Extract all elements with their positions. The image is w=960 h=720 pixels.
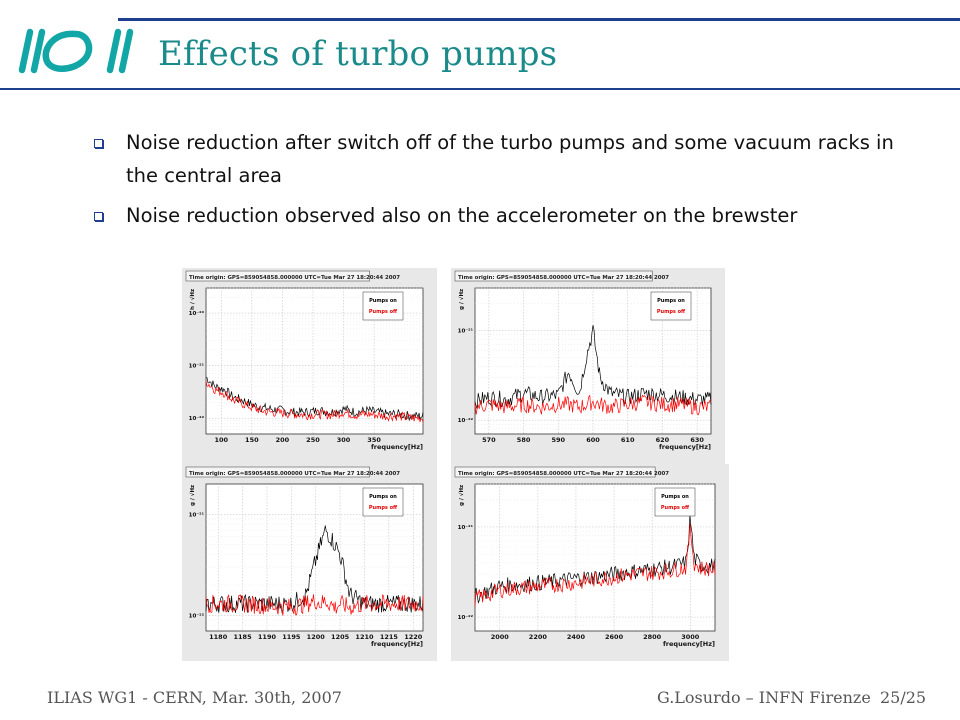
x-axis-label: frequency[Hz] bbox=[371, 640, 423, 648]
x-axis-label: frequency[Hz] bbox=[659, 443, 711, 451]
bullet-text: Noise reduction after switch off of the … bbox=[126, 131, 894, 187]
x-tick-label: 200 bbox=[276, 436, 290, 444]
legend-box bbox=[362, 291, 404, 321]
spectrum-chart-2: Time origin: GPS=859054858.000000 UTC=Tu… bbox=[454, 270, 712, 451]
y-tick-label: 10⁻²² bbox=[458, 614, 474, 621]
legend-box bbox=[654, 487, 696, 517]
y-tick-label: 10⁻²² bbox=[189, 415, 205, 422]
plot-header-text: Time origin: GPS=859054858.000000 UTC=Tu… bbox=[189, 275, 400, 281]
x-tick-label: 250 bbox=[306, 436, 320, 444]
x-tick-label: 2200 bbox=[529, 633, 548, 641]
bullet-item: Noise reduction after switch off of the … bbox=[92, 126, 912, 192]
bullet-square-icon bbox=[94, 139, 103, 148]
x-tick-label: 570 bbox=[482, 436, 496, 444]
page-number: 25/25 bbox=[880, 688, 927, 707]
x-tick-label: 1195 bbox=[282, 633, 301, 641]
x-tick-label: 1205 bbox=[331, 633, 350, 641]
spectrum-series-pumps-off bbox=[205, 380, 424, 423]
x-tick-label: 1185 bbox=[234, 633, 253, 641]
x-tick-label: 350 bbox=[367, 436, 381, 444]
y-tick-label: 10⁻²² bbox=[458, 417, 474, 424]
plot-header-box bbox=[185, 270, 370, 282]
x-tick-label: 100 bbox=[214, 436, 228, 444]
plot-header-text: Time origin: GPS=859054858.000000 UTC=Tu… bbox=[458, 275, 669, 281]
legend-box bbox=[362, 487, 404, 517]
x-tick-label: 1220 bbox=[404, 633, 423, 641]
y-axis-label: g / √Hz bbox=[189, 485, 196, 506]
x-tick-label: 3000 bbox=[681, 633, 700, 641]
slide-title: Effects of turbo pumps bbox=[158, 34, 558, 74]
x-tick-label: 2800 bbox=[643, 633, 662, 641]
spectrum-panel-1: Time origin: GPS=859054858.000000 UTC=Tu… bbox=[182, 268, 437, 464]
legend-box bbox=[650, 291, 692, 321]
y-tick-label: 10⁻²⁰ bbox=[189, 310, 205, 317]
top-rule bbox=[118, 18, 960, 21]
plot-header-box bbox=[454, 270, 653, 282]
x-axis-label: frequency[Hz] bbox=[663, 640, 715, 648]
legend-pumps-off: Pumps off bbox=[369, 309, 398, 315]
spectrum-chart-3: Time origin: GPS=859054858.000000 UTC=Tu… bbox=[185, 466, 424, 648]
x-tick-label: 2000 bbox=[491, 633, 510, 641]
spectrum-series-pumps-on bbox=[205, 377, 424, 422]
spectrum-series-pumps-off bbox=[474, 523, 716, 607]
legend-pumps-on: Pumps on bbox=[369, 298, 397, 304]
y-axis-label: g / √Hz bbox=[458, 289, 465, 310]
y-tick-label: 10⁻²² bbox=[189, 612, 205, 619]
x-tick-label: 1190 bbox=[258, 633, 277, 641]
y-tick-label: 10⁻²¹ bbox=[458, 524, 474, 531]
virgo-logo bbox=[18, 28, 134, 74]
x-tick-label: 620 bbox=[656, 436, 670, 444]
bullet-text: Noise reduction observed also on the acc… bbox=[126, 204, 798, 227]
x-tick-label: 300 bbox=[337, 436, 351, 444]
x-tick-label: 590 bbox=[552, 436, 566, 444]
footer-left: ILIAS WG1 - CERN, Mar. 30th, 2007 bbox=[47, 688, 342, 707]
spectrum-series-pumps-off bbox=[205, 594, 424, 616]
x-tick-label: 1180 bbox=[209, 633, 228, 641]
y-tick-label: 10⁻²¹ bbox=[189, 363, 205, 370]
x-tick-label: 600 bbox=[586, 436, 600, 444]
legend-pumps-on: Pumps on bbox=[657, 298, 685, 304]
spectrum-chart-1: Time origin: GPS=859054858.000000 UTC=Tu… bbox=[185, 270, 424, 451]
footer-author: G.Losurdo – INFN Firenze bbox=[657, 688, 871, 707]
x-tick-label: 2600 bbox=[605, 633, 624, 641]
x-tick-label: 610 bbox=[621, 436, 635, 444]
x-tick-label: 2400 bbox=[567, 633, 586, 641]
x-tick-label: 580 bbox=[517, 436, 531, 444]
spectrum-series-pumps-off bbox=[474, 394, 712, 416]
x-tick-label: 1200 bbox=[307, 633, 326, 641]
title-rule bbox=[0, 88, 960, 90]
y-tick-label: 10⁻²¹ bbox=[189, 511, 205, 518]
spectrum-panel-4: Time origin: GPS=859054858.000000 UTC=Tu… bbox=[451, 464, 729, 661]
spectrum-series-pumps-on bbox=[474, 514, 716, 604]
x-tick-label: 1210 bbox=[355, 633, 374, 641]
legend-pumps-off: Pumps off bbox=[661, 505, 690, 511]
plot-header-text: Time origin: GPS=859054858.000000 UTC=Tu… bbox=[458, 471, 669, 477]
plot-header-text: Time origin: GPS=859054858.000000 UTC=Tu… bbox=[189, 471, 400, 477]
legend-pumps-off: Pumps off bbox=[657, 309, 686, 315]
plot-header-box bbox=[185, 466, 370, 478]
bullet-square-icon bbox=[94, 212, 103, 221]
x-axis-label: frequency[Hz] bbox=[371, 443, 423, 451]
legend-pumps-off: Pumps off bbox=[369, 505, 398, 511]
spectrum-panel-3: Time origin: GPS=859054858.000000 UTC=Tu… bbox=[182, 464, 437, 661]
legend-pumps-on: Pumps on bbox=[661, 494, 689, 500]
y-axis-label: g / √Hz bbox=[458, 485, 465, 506]
x-tick-label: 150 bbox=[245, 436, 259, 444]
y-axis-label: h / √Hz bbox=[189, 289, 196, 310]
bullet-list: Noise reduction after switch off of the … bbox=[92, 126, 912, 239]
spectrum-chart-4: Time origin: GPS=859054858.000000 UTC=Tu… bbox=[454, 466, 716, 648]
spectrum-panel-2: Time origin: GPS=859054858.000000 UTC=Tu… bbox=[451, 268, 725, 464]
bullet-item: Noise reduction observed also on the acc… bbox=[92, 199, 912, 232]
plot-header-box bbox=[454, 466, 656, 478]
legend-pumps-on: Pumps on bbox=[369, 494, 397, 500]
spectrum-series-pumps-on bbox=[474, 325, 712, 410]
x-tick-label: 1215 bbox=[380, 633, 399, 641]
x-tick-label: 630 bbox=[690, 436, 704, 444]
y-tick-label: 10⁻²¹ bbox=[458, 328, 474, 335]
